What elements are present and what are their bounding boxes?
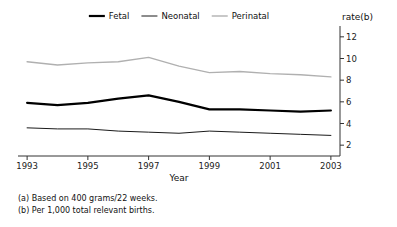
- x-axis-line: [18, 156, 340, 157]
- y-tick: [340, 58, 344, 59]
- footnote: (a) Based on 400 grams/22 weeks.: [18, 194, 158, 203]
- y-tick-label: 12: [346, 32, 357, 42]
- x-tick-label: 1995: [77, 161, 99, 171]
- x-tick-label: 1993: [16, 161, 38, 171]
- chart: 1993 1995 1997 1999 2001 2003 2 4 6 8 10 12 Year rate…: [0, 0, 397, 227]
- y-tick-label: 6: [346, 97, 351, 107]
- legend-swatch: [89, 15, 105, 17]
- x-tick: [209, 156, 210, 160]
- y-tick: [340, 80, 344, 81]
- legend-item: Fetal: [89, 11, 130, 21]
- y-axis-line: [340, 26, 341, 156]
- x-tick: [148, 156, 149, 160]
- plot-lines: [27, 57, 331, 135]
- x-tick: [330, 156, 331, 160]
- legend: Fetal Neonatal Perinatal: [89, 11, 269, 21]
- legend-label: Fetal: [109, 11, 130, 21]
- series-line: [27, 128, 331, 136]
- x-tick: [87, 156, 88, 160]
- legend-swatch: [141, 16, 157, 17]
- x-tick: [27, 156, 28, 160]
- y-tick-label: 2: [346, 140, 351, 150]
- y-tick-label: 10: [346, 54, 357, 64]
- y-tick-label: 4: [346, 119, 351, 129]
- footnote: (b) Per 1,000 total relevant births.: [18, 206, 155, 215]
- series-line: [27, 95, 331, 111]
- series-line: [27, 57, 331, 77]
- x-tick-label: 1997: [138, 161, 160, 171]
- legend-label: Perinatal: [232, 11, 269, 21]
- x-tick-label: 2003: [320, 161, 342, 171]
- y-tick: [340, 123, 344, 124]
- legend-swatch: [212, 15, 228, 16]
- x-axis-label: Year: [168, 173, 188, 183]
- y-tick: [340, 36, 344, 37]
- y-tick: [340, 145, 344, 146]
- legend-item: Perinatal: [212, 11, 269, 21]
- y-axis-label: rate(b): [342, 12, 373, 22]
- x-tick-label: 2001: [259, 161, 281, 171]
- x-tick: [270, 156, 271, 160]
- legend-item: Neonatal: [141, 11, 199, 21]
- x-tick-label: 1999: [199, 161, 221, 171]
- legend-label: Neonatal: [161, 11, 199, 21]
- y-tick-label: 8: [346, 75, 351, 85]
- y-tick: [340, 101, 344, 102]
